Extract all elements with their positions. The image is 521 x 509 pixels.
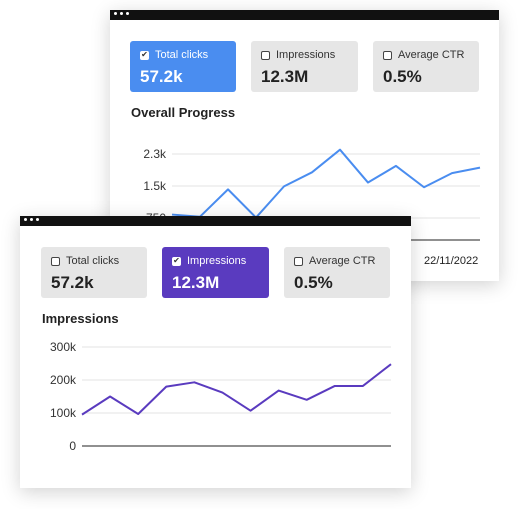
card-label: Impressions — [187, 255, 247, 267]
window-titlebar — [20, 216, 411, 226]
window-titlebar — [110, 10, 499, 20]
card-label: Average CTR — [309, 255, 376, 267]
checkbox-icon[interactable] — [261, 50, 270, 60]
card-value: 0.5% — [294, 273, 333, 292]
checkbox-icon[interactable] — [383, 50, 392, 60]
y-tick-label: 100k — [50, 406, 77, 420]
metric-card-total-clicks[interactable]: Total clicks 57.2k — [41, 247, 147, 298]
window-impressions: Total clicks 57.2k ✔ Impressions 12.3M A… — [20, 216, 411, 488]
y-tick-label: 0 — [69, 439, 76, 453]
metric-card-average-ctr[interactable]: Average CTR 0.5% — [373, 41, 479, 92]
series-line — [81, 363, 392, 416]
window-dots-icon — [24, 218, 39, 221]
y-tick-label: 300k — [50, 340, 77, 354]
metric-card-impressions[interactable]: Impressions 12.3M — [251, 41, 358, 92]
card-label: Total clicks — [66, 255, 120, 267]
checkbox-checked-icon[interactable]: ✔ — [172, 256, 181, 266]
card-value: 57.2k — [51, 273, 94, 292]
card-value: 12.3M — [261, 67, 309, 86]
checkbox-icon[interactable] — [294, 256, 303, 266]
checkbox-checked-icon[interactable]: ✔ — [140, 50, 149, 60]
series-line — [171, 148, 481, 219]
date-label: 22/11/2022 — [424, 255, 479, 267]
card-value: 57.2k — [140, 67, 183, 86]
card-label: Average CTR — [398, 49, 465, 61]
card-label: Impressions — [276, 49, 336, 61]
y-tick-label: 2.3k — [143, 147, 167, 161]
card-label: Total clicks — [155, 49, 209, 61]
checkbox-icon[interactable] — [51, 256, 60, 266]
window-dots-icon — [114, 12, 129, 15]
section-title: Impressions — [42, 311, 119, 326]
y-tick-label: 200k — [50, 373, 77, 387]
impressions-chart: 300k 200k 100k 0 — [50, 340, 392, 453]
y-tick-label: 1.5k — [143, 179, 167, 193]
metric-card-impressions[interactable]: ✔ Impressions 12.3M — [162, 247, 269, 298]
card-value: 12.3M — [172, 273, 220, 292]
metric-card-total-clicks[interactable]: ✔ Total clicks 57.2k — [130, 41, 236, 92]
metric-card-average-ctr[interactable]: Average CTR 0.5% — [284, 247, 390, 298]
section-title: Overall Progress — [131, 105, 236, 120]
card-value: 0.5% — [383, 67, 422, 86]
